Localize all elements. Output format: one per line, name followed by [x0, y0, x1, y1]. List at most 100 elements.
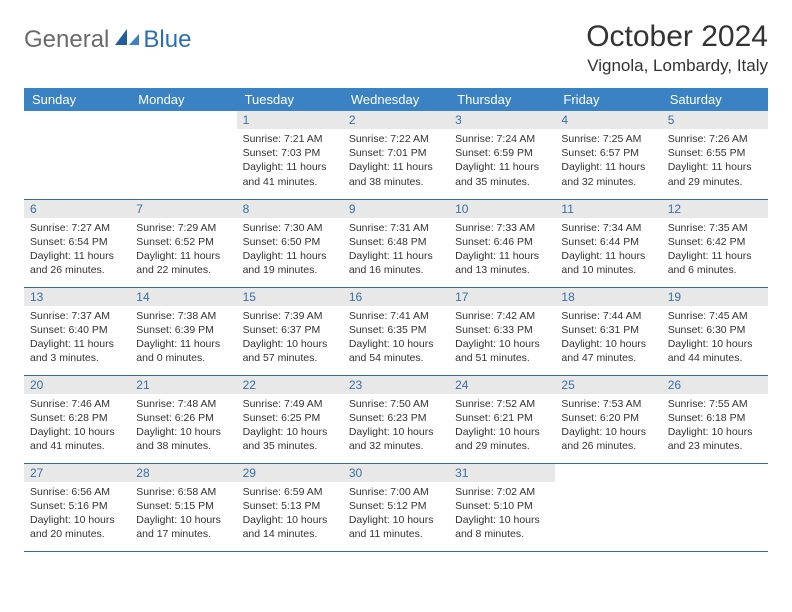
calendar-week-row: 1Sunrise: 7:21 AMSunset: 7:03 PMDaylight…: [24, 111, 768, 199]
calendar-day-cell: 28Sunrise: 6:58 AMSunset: 5:15 PMDayligh…: [130, 463, 236, 551]
day-number: 23: [343, 376, 449, 394]
calendar-day-cell: 1Sunrise: 7:21 AMSunset: 7:03 PMDaylight…: [237, 111, 343, 199]
calendar-day-cell: 29Sunrise: 6:59 AMSunset: 5:13 PMDayligh…: [237, 463, 343, 551]
day-number: 30: [343, 464, 449, 482]
calendar-day-cell: 22Sunrise: 7:49 AMSunset: 6:25 PMDayligh…: [237, 375, 343, 463]
day-number: 3: [449, 111, 555, 129]
calendar-day-cell: 18Sunrise: 7:44 AMSunset: 6:31 PMDayligh…: [555, 287, 661, 375]
day-body: Sunrise: 7:30 AMSunset: 6:50 PMDaylight:…: [237, 218, 343, 282]
day-body: Sunrise: 7:52 AMSunset: 6:21 PMDaylight:…: [449, 394, 555, 458]
calendar-day-cell: 24Sunrise: 7:52 AMSunset: 6:21 PMDayligh…: [449, 375, 555, 463]
calendar-header-row: SundayMondayTuesdayWednesdayThursdayFrid…: [24, 88, 768, 111]
day-number: 27: [24, 464, 130, 482]
calendar-day-cell: 27Sunrise: 6:56 AMSunset: 5:16 PMDayligh…: [24, 463, 130, 551]
weekday-header: Saturday: [662, 88, 768, 111]
calendar-empty-cell: [662, 463, 768, 551]
day-body: Sunrise: 7:29 AMSunset: 6:52 PMDaylight:…: [130, 218, 236, 282]
weekday-header: Thursday: [449, 88, 555, 111]
day-body: Sunrise: 7:22 AMSunset: 7:01 PMDaylight:…: [343, 129, 449, 193]
calendar-day-cell: 21Sunrise: 7:48 AMSunset: 6:26 PMDayligh…: [130, 375, 236, 463]
day-number: 28: [130, 464, 236, 482]
day-body: Sunrise: 7:38 AMSunset: 6:39 PMDaylight:…: [130, 306, 236, 370]
day-body: Sunrise: 6:59 AMSunset: 5:13 PMDaylight:…: [237, 482, 343, 546]
day-number: 9: [343, 200, 449, 218]
day-body: Sunrise: 7:21 AMSunset: 7:03 PMDaylight:…: [237, 129, 343, 193]
header: General Blue October 2024 Vignola, Lomba…: [24, 20, 768, 76]
calendar-table: SundayMondayTuesdayWednesdayThursdayFrid…: [24, 88, 768, 552]
day-number: 31: [449, 464, 555, 482]
day-number: 4: [555, 111, 661, 129]
day-body: Sunrise: 7:27 AMSunset: 6:54 PMDaylight:…: [24, 218, 130, 282]
logo-sail-icon: [113, 27, 141, 54]
calendar-day-cell: 4Sunrise: 7:25 AMSunset: 6:57 PMDaylight…: [555, 111, 661, 199]
day-number: 15: [237, 288, 343, 306]
day-number: 29: [237, 464, 343, 482]
day-body: Sunrise: 7:02 AMSunset: 5:10 PMDaylight:…: [449, 482, 555, 546]
calendar-day-cell: 20Sunrise: 7:46 AMSunset: 6:28 PMDayligh…: [24, 375, 130, 463]
calendar-day-cell: 19Sunrise: 7:45 AMSunset: 6:30 PMDayligh…: [662, 287, 768, 375]
calendar-day-cell: 30Sunrise: 7:00 AMSunset: 5:12 PMDayligh…: [343, 463, 449, 551]
day-number: 11: [555, 200, 661, 218]
day-number: 7: [130, 200, 236, 218]
day-number: 6: [24, 200, 130, 218]
calendar-day-cell: 25Sunrise: 7:53 AMSunset: 6:20 PMDayligh…: [555, 375, 661, 463]
day-number: 26: [662, 376, 768, 394]
day-number: 1: [237, 111, 343, 129]
calendar-day-cell: 10Sunrise: 7:33 AMSunset: 6:46 PMDayligh…: [449, 199, 555, 287]
day-body: Sunrise: 7:50 AMSunset: 6:23 PMDaylight:…: [343, 394, 449, 458]
calendar-empty-cell: [555, 463, 661, 551]
day-body: Sunrise: 7:44 AMSunset: 6:31 PMDaylight:…: [555, 306, 661, 370]
calendar-day-cell: 12Sunrise: 7:35 AMSunset: 6:42 PMDayligh…: [662, 199, 768, 287]
day-body: Sunrise: 7:53 AMSunset: 6:20 PMDaylight:…: [555, 394, 661, 458]
weekday-header: Sunday: [24, 88, 130, 111]
day-body: Sunrise: 7:31 AMSunset: 6:48 PMDaylight:…: [343, 218, 449, 282]
day-number: 24: [449, 376, 555, 394]
day-number: 25: [555, 376, 661, 394]
calendar-day-cell: 13Sunrise: 7:37 AMSunset: 6:40 PMDayligh…: [24, 287, 130, 375]
day-body: Sunrise: 7:41 AMSunset: 6:35 PMDaylight:…: [343, 306, 449, 370]
weekday-header: Monday: [130, 88, 236, 111]
day-number: 2: [343, 111, 449, 129]
calendar-day-cell: 3Sunrise: 7:24 AMSunset: 6:59 PMDaylight…: [449, 111, 555, 199]
day-body: Sunrise: 7:35 AMSunset: 6:42 PMDaylight:…: [662, 218, 768, 282]
day-body: Sunrise: 7:33 AMSunset: 6:46 PMDaylight:…: [449, 218, 555, 282]
logo-text-blue: Blue: [143, 26, 191, 54]
day-number: 12: [662, 200, 768, 218]
calendar-week-row: 20Sunrise: 7:46 AMSunset: 6:28 PMDayligh…: [24, 375, 768, 463]
day-number: 18: [555, 288, 661, 306]
day-body: Sunrise: 6:56 AMSunset: 5:16 PMDaylight:…: [24, 482, 130, 546]
day-number: 17: [449, 288, 555, 306]
day-number: 19: [662, 288, 768, 306]
calendar-day-cell: 16Sunrise: 7:41 AMSunset: 6:35 PMDayligh…: [343, 287, 449, 375]
day-number: 20: [24, 376, 130, 394]
logo-text-general: General: [24, 26, 109, 54]
weekday-header: Tuesday: [237, 88, 343, 111]
calendar-day-cell: 7Sunrise: 7:29 AMSunset: 6:52 PMDaylight…: [130, 199, 236, 287]
month-title: October 2024: [586, 20, 768, 54]
day-number: 22: [237, 376, 343, 394]
calendar-day-cell: 6Sunrise: 7:27 AMSunset: 6:54 PMDaylight…: [24, 199, 130, 287]
calendar-day-cell: 17Sunrise: 7:42 AMSunset: 6:33 PMDayligh…: [449, 287, 555, 375]
day-number: 10: [449, 200, 555, 218]
day-number: 16: [343, 288, 449, 306]
day-body: Sunrise: 7:48 AMSunset: 6:26 PMDaylight:…: [130, 394, 236, 458]
calendar-day-cell: 26Sunrise: 7:55 AMSunset: 6:18 PMDayligh…: [662, 375, 768, 463]
day-number: 21: [130, 376, 236, 394]
day-body: Sunrise: 7:45 AMSunset: 6:30 PMDaylight:…: [662, 306, 768, 370]
day-body: Sunrise: 7:55 AMSunset: 6:18 PMDaylight:…: [662, 394, 768, 458]
day-body: Sunrise: 7:46 AMSunset: 6:28 PMDaylight:…: [24, 394, 130, 458]
weekday-header: Wednesday: [343, 88, 449, 111]
day-number: 13: [24, 288, 130, 306]
day-body: Sunrise: 7:49 AMSunset: 6:25 PMDaylight:…: [237, 394, 343, 458]
day-body: Sunrise: 7:37 AMSunset: 6:40 PMDaylight:…: [24, 306, 130, 370]
weekday-header: Friday: [555, 88, 661, 111]
day-body: Sunrise: 6:58 AMSunset: 5:15 PMDaylight:…: [130, 482, 236, 546]
calendar-empty-cell: [130, 111, 236, 199]
calendar-day-cell: 2Sunrise: 7:22 AMSunset: 7:01 PMDaylight…: [343, 111, 449, 199]
calendar-day-cell: 11Sunrise: 7:34 AMSunset: 6:44 PMDayligh…: [555, 199, 661, 287]
day-number: 14: [130, 288, 236, 306]
calendar-week-row: 13Sunrise: 7:37 AMSunset: 6:40 PMDayligh…: [24, 287, 768, 375]
day-number: 5: [662, 111, 768, 129]
day-body: Sunrise: 7:39 AMSunset: 6:37 PMDaylight:…: [237, 306, 343, 370]
day-body: Sunrise: 7:00 AMSunset: 5:12 PMDaylight:…: [343, 482, 449, 546]
